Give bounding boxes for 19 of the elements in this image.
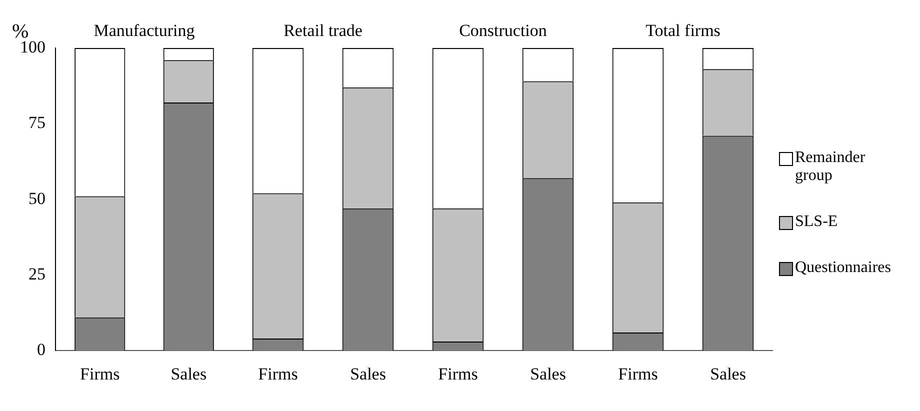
chart-title: Total firms — [646, 20, 720, 40]
chart-title: Construction — [459, 20, 548, 40]
x-tick-label: Sales — [710, 364, 746, 384]
x-tick-label: Sales — [530, 364, 566, 384]
y-tick-label: 75 — [28, 113, 46, 132]
x-tick-label: Firms — [438, 364, 478, 384]
y-tick-label: 0 — [37, 340, 46, 360]
y-tick-label: 25 — [28, 264, 46, 284]
chart-title: Retail trade — [284, 20, 362, 40]
y-tick-label: 50 — [28, 188, 46, 208]
legend-label: SLS-E — [795, 213, 839, 231]
x-tick-label: Sales — [170, 364, 207, 384]
text: Remainder group — [795, 149, 866, 185]
chart-title: Manufacturing — [94, 20, 196, 40]
x-tick-label: Firms — [618, 364, 658, 384]
x-tick-label: Sales — [350, 364, 386, 384]
x-tick-label: Firms — [258, 364, 298, 384]
legend-label: Questionnaires — [795, 259, 892, 277]
x-tick-label: Firms — [80, 364, 120, 384]
